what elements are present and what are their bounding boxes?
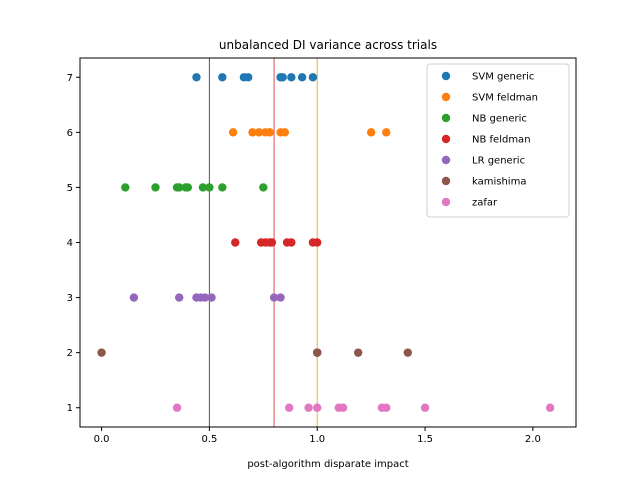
point-s1-4 — [265, 128, 274, 137]
x-axis-label: post-algorithm disparate impact — [247, 459, 408, 470]
point-s3-6 — [287, 238, 296, 247]
legend-label-1: SVM feldman — [472, 93, 538, 104]
point-s6-5 — [338, 403, 348, 412]
point-s5-0 — [97, 348, 106, 357]
point-s4-0 — [129, 293, 139, 302]
point-s0-8 — [308, 73, 318, 82]
point-s6-3 — [313, 403, 322, 412]
point-s1-0 — [228, 128, 238, 137]
legend-marker-3 — [441, 134, 451, 144]
point-s2-5 — [183, 183, 193, 192]
point-s2-9 — [259, 183, 268, 192]
legend-label-3: NB feldman — [472, 135, 531, 146]
legend-marker-1 — [441, 92, 451, 102]
point-s3-4 — [267, 238, 277, 247]
y-tick-label-5: 6 — [67, 128, 73, 139]
x-axis-ticks: 0.0 0.5 1.0 1.5 2.0 — [94, 427, 541, 445]
point-s4-6 — [269, 293, 279, 302]
point-s2-8 — [218, 183, 227, 192]
point-s0-5 — [278, 73, 287, 82]
point-s2-0 — [121, 183, 130, 192]
point-s0-7 — [297, 73, 307, 82]
legend-marker-6 — [441, 197, 451, 207]
point-s2-7 — [205, 183, 214, 192]
legend-marker-4 — [441, 155, 451, 165]
point-s1-1 — [248, 128, 257, 137]
point-s5-4 — [353, 348, 363, 357]
legend-label-4: LR generic — [472, 156, 525, 167]
point-s3-0 — [231, 238, 240, 247]
legend-marker-5 — [441, 176, 451, 186]
point-s4-7 — [276, 293, 285, 302]
point-s0-0 — [192, 73, 201, 82]
y-tick-label-2: 3 — [67, 293, 73, 304]
legend-marker-2 — [441, 113, 451, 123]
point-s0-6 — [287, 73, 296, 82]
point-s6-2 — [304, 403, 313, 412]
legend-label-0: SVM generic — [472, 72, 534, 83]
point-s6-7 — [382, 403, 391, 412]
x-tick-label-0: 0.0 — [94, 434, 110, 445]
point-s6-1 — [284, 403, 294, 412]
point-s1-8 — [382, 128, 391, 137]
data-points — [97, 73, 555, 412]
point-s6-8 — [420, 403, 430, 412]
point-s2-1 — [151, 183, 160, 192]
y-tick-label-1: 2 — [67, 348, 73, 359]
point-s4-5 — [207, 293, 216, 302]
point-s4-1 — [175, 293, 184, 302]
point-s1-2 — [254, 128, 264, 137]
point-s1-6 — [280, 128, 290, 137]
x-tick-label-1: 0.5 — [201, 434, 217, 445]
point-s0-1 — [218, 73, 227, 82]
point-s2-6 — [198, 183, 208, 192]
x-tick-label-3: 1.5 — [417, 434, 433, 445]
y-tick-label-4: 5 — [67, 183, 73, 194]
point-s1-7 — [366, 128, 376, 137]
legend-label-6: zafar — [472, 198, 498, 209]
point-s4-4 — [200, 293, 210, 302]
point-s6-9 — [545, 403, 555, 412]
legend-label-2: NB generic — [472, 114, 527, 125]
x-tick-label-2: 1.0 — [309, 434, 325, 445]
point-s5-3 — [313, 348, 322, 357]
point-s3-8 — [313, 238, 322, 247]
point-s5-5 — [403, 348, 412, 357]
legend-frame — [426, 63, 570, 218]
y-tick-label-6: 7 — [67, 73, 73, 84]
legend-label-5: kamishima — [472, 177, 526, 188]
y-axis-ticks: 1 2 3 4 5 6 7 — [67, 73, 80, 414]
point-s2-3 — [175, 183, 184, 192]
point-s0-3 — [244, 73, 253, 82]
y-tick-label-3: 4 — [67, 238, 73, 249]
legend-marker-0 — [441, 71, 451, 81]
legend: SVM generic SVM feldman NB generic NB feldm… — [426, 63, 570, 218]
point-s6-0 — [172, 403, 182, 412]
y-tick-label-0: 1 — [67, 403, 73, 414]
chart-title: unbalanced DI variance across trials — [219, 38, 437, 52]
x-tick-label-4: 2.0 — [525, 434, 541, 445]
